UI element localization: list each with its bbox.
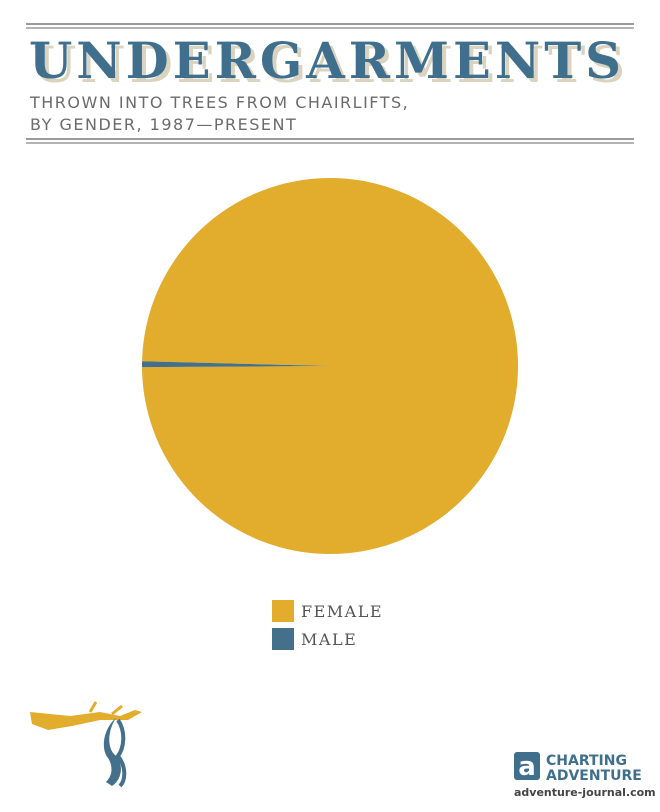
legend: FEMALE MALE (272, 600, 383, 650)
undergarment (103, 718, 121, 786)
brand-line: ADVENTURE (546, 768, 642, 784)
legend-swatch (272, 600, 294, 622)
pie-slice (141, 361, 330, 368)
branch (30, 710, 142, 730)
title-shadow: UNDERGARMENTS (33, 35, 629, 94)
legend-swatch (272, 628, 294, 650)
branch-illustration (30, 701, 142, 788)
logo-box (514, 752, 540, 780)
legend-label: FEMALE (301, 602, 383, 621)
chart-subtitle: BY GENDER, 1987—PRESENT (30, 115, 297, 134)
twig (88, 701, 123, 716)
brand-url: adventure-journal.com (514, 786, 656, 799)
credit: a CHARTING ADVENTURE adventure-journal.c… (514, 752, 656, 799)
undergarment (115, 718, 127, 788)
pie-slice (142, 177, 518, 554)
chart-title: UNDERGARMENTS (29, 31, 625, 90)
brand-line: CHARTING (546, 753, 627, 769)
chart-subtitle: THROWN INTO TREES FROM CHAIRLIFTS, (29, 93, 409, 112)
pie (141, 177, 518, 554)
legend-label: MALE (301, 630, 357, 649)
logo-letter: a (518, 752, 536, 782)
header-rules (26, 23, 634, 144)
